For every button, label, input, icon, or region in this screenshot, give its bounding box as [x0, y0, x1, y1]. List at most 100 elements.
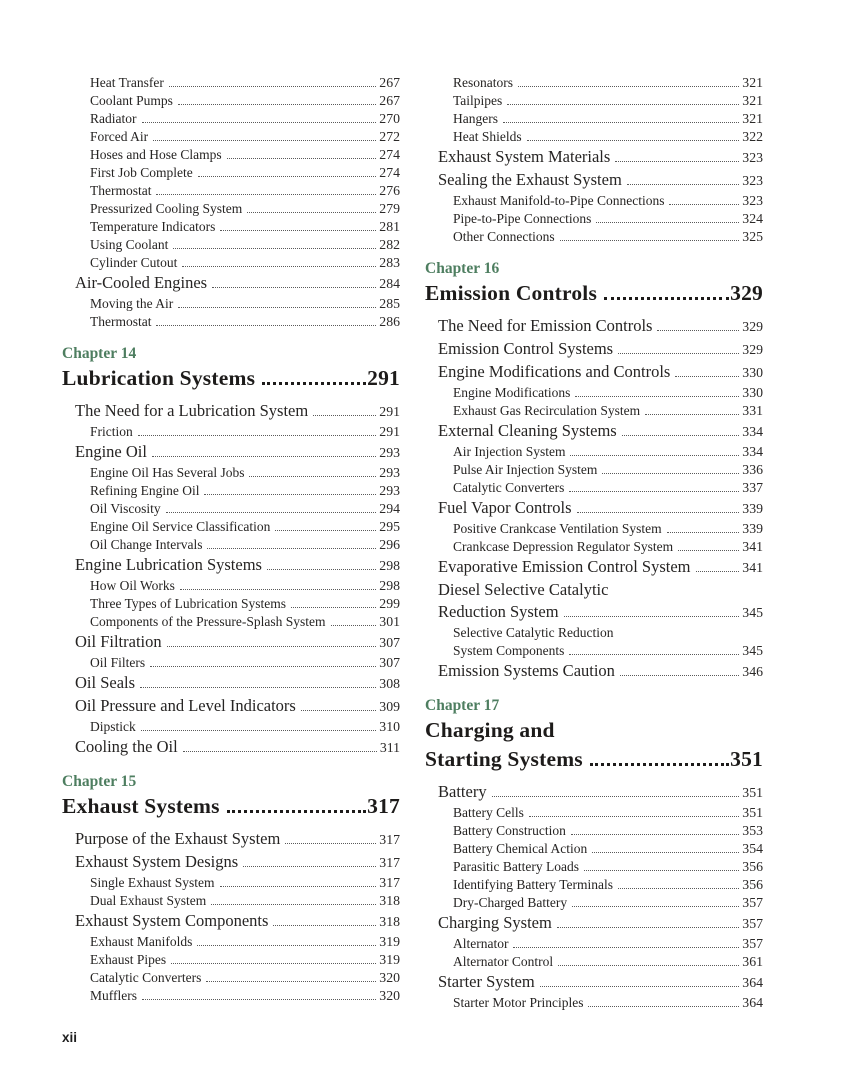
toc-entry-title: Tailpipes [453, 93, 503, 108]
toc-entry: Thermostat 286 [62, 313, 400, 331]
toc-entry-title: Cooling the Oil [75, 737, 178, 756]
toc-entry: Battery Cells 351 [425, 804, 763, 822]
toc-entry: Alternator 357 [425, 935, 763, 953]
page-number: 267 [379, 75, 400, 90]
toc-entry-title: Thermostat [90, 183, 152, 198]
page-number: 309 [379, 699, 400, 714]
toc-entry: Hoses and Hose Clamps 274 [62, 146, 400, 164]
page-number: 357 [742, 916, 763, 931]
chapter-label: Chapter 15 [62, 773, 137, 790]
page-number: 323 [742, 173, 763, 188]
chapter-label: Chapter 17 [425, 697, 500, 714]
page-number: 296 [379, 537, 400, 552]
page-number: 308 [379, 676, 400, 691]
page-number: 345 [742, 605, 763, 620]
dot-leader [621, 435, 740, 436]
dot-leader [678, 550, 740, 551]
dot-leader [618, 888, 740, 889]
dot-leader [285, 843, 377, 844]
page-number: 317 [379, 875, 400, 890]
toc-entry: Sealing the Exhaust System 323 [425, 169, 763, 192]
toc-entry-title: Components of the Pressure-Splash System [90, 614, 326, 629]
toc-entry-title: Exhaust System Components [75, 911, 269, 930]
dot-leader [626, 184, 740, 185]
toc-entry-title: Emission Control Systems [438, 339, 614, 358]
chapter-label: Chapter 14 [62, 345, 137, 362]
toc-entry-title: Starter Motor Principles [453, 995, 584, 1010]
dot-leader [226, 158, 377, 159]
dot-leader [168, 86, 377, 87]
toc-entry-title: Exhaust System Designs [75, 852, 239, 871]
page-number: 320 [379, 970, 400, 985]
dot-leader [156, 194, 377, 195]
toc-entry: Identifying Battery Terminals 356 [425, 876, 763, 894]
toc-entry: Engine Oil Has Several Jobs 293 [62, 464, 400, 482]
toc-entry: The Need for Emission Controls 329 [425, 315, 763, 338]
page-number: 337 [742, 480, 763, 495]
toc-entry-title: Using Coolant [90, 237, 169, 252]
toc-entry: Emission Control Systems 329 [425, 338, 763, 361]
chapter-title-row: Emission Controls 329 [425, 279, 763, 308]
page-number: 272 [379, 129, 400, 144]
dot-leader [266, 569, 377, 570]
toc-entry-title: Engine Oil Service Classification [90, 519, 271, 534]
toc-entry-title: Single Exhaust System [90, 875, 215, 890]
toc-entry: Oil Pressure and Level Indicators 309 [62, 695, 400, 718]
toc-entry: Fuel Vapor Controls 339 [425, 497, 763, 520]
toc-column: Resonators 321 Tailpipes 321 Hangers 321 Heat … [425, 74, 763, 1012]
page-number: 364 [742, 995, 763, 1010]
page-number: 345 [742, 643, 763, 658]
page-number: 317 [379, 855, 400, 870]
toc-entry: Engine Modifications 330 [425, 384, 763, 402]
dot-leader [569, 654, 740, 655]
page-number: 336 [742, 462, 763, 477]
chapter-title-block: Charging and Starting Systems 351 [425, 716, 763, 774]
toc-entry-title: System Components [453, 643, 565, 658]
toc-entry-title: Emission Systems Caution [438, 661, 615, 680]
page-number: 281 [379, 219, 400, 234]
page-number: 298 [379, 558, 400, 573]
dot-leader [528, 816, 740, 817]
toc-entry: Friction 291 [62, 423, 400, 441]
toc-entry: Dry-Charged Battery 357 [425, 894, 763, 912]
page-number: 354 [742, 841, 763, 856]
page-number: 356 [742, 859, 763, 874]
page-number: 351 [742, 785, 763, 800]
dot-leader [330, 625, 377, 626]
page-number: 329 [742, 319, 763, 334]
dot-leader [558, 965, 740, 966]
dot-leader [583, 870, 740, 871]
chapter-title: Emission Controls [425, 281, 598, 305]
toc-entry-title: Oil Seals [75, 673, 136, 692]
toc-entry-title: Resonators [453, 75, 513, 90]
page-number: 284 [379, 276, 400, 291]
toc-entry-title: Exhaust Pipes [90, 952, 167, 967]
dot-leader [173, 248, 377, 249]
page-number: 317 [379, 832, 400, 847]
dot-leader [273, 925, 377, 926]
dot-leader [211, 904, 377, 905]
dot-leader [604, 297, 730, 300]
toc-entry-title: Exhaust System Materials [438, 147, 611, 166]
toc-entry: Alternator Control 361 [425, 953, 763, 971]
page-number: 293 [379, 465, 400, 480]
toc-entry: Pressurized Cooling System 279 [62, 200, 400, 218]
dot-leader [675, 376, 740, 377]
page-number: 364 [742, 975, 763, 990]
toc-entry-title: Charging System [438, 913, 552, 932]
page-number: 282 [379, 237, 400, 252]
dot-leader [206, 981, 377, 982]
toc-entry: Oil Seals 308 [62, 672, 400, 695]
toc-entry: Evaporative Emission Control System 341 [425, 556, 763, 579]
page-number: 321 [742, 75, 763, 90]
dot-leader [204, 494, 377, 495]
dot-leader [576, 512, 740, 513]
page-number: 324 [742, 211, 763, 226]
toc-entry: Exhaust Manifolds 319 [62, 933, 400, 951]
toc-entry: Heat Shields 322 [425, 128, 763, 146]
page-number: 310 [379, 719, 400, 734]
toc-entry: Catalytic Converters 320 [62, 969, 400, 987]
dot-leader [140, 730, 377, 731]
page-number: 293 [379, 445, 400, 460]
dot-leader [179, 589, 377, 590]
